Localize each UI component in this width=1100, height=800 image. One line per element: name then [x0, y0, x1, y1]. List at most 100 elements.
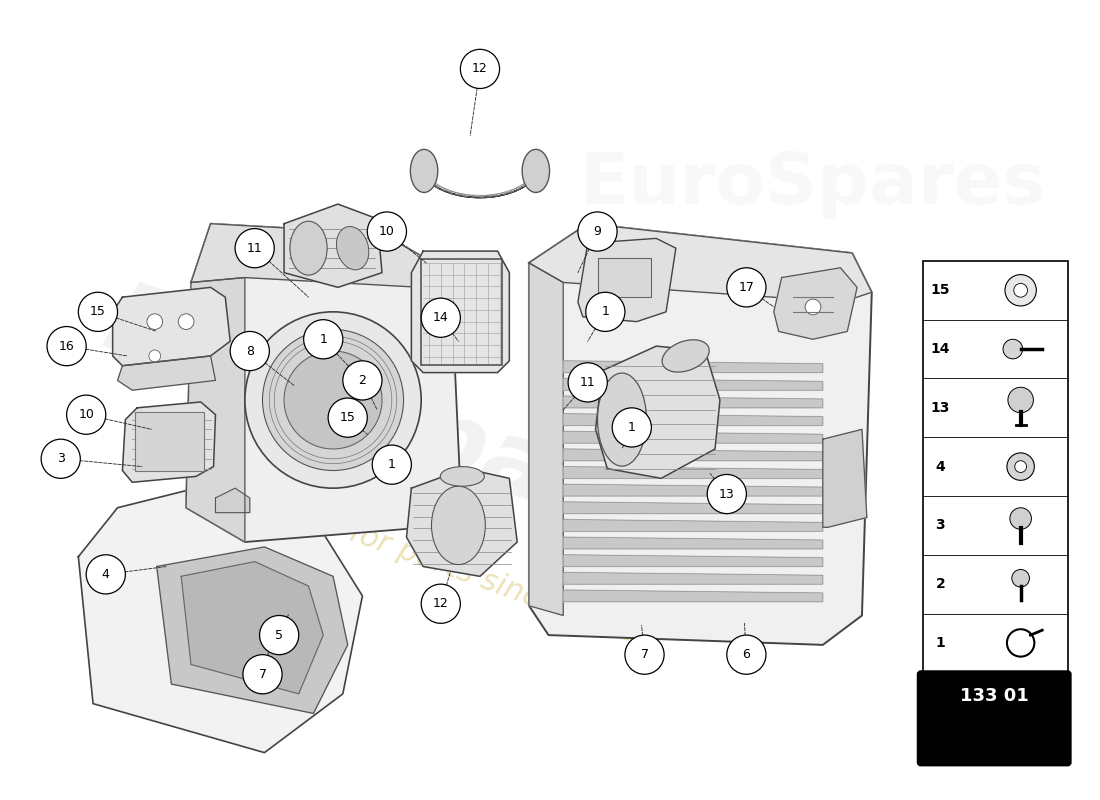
Circle shape	[230, 331, 270, 370]
Polygon shape	[563, 519, 823, 531]
Circle shape	[1008, 387, 1033, 413]
Polygon shape	[112, 287, 230, 366]
Text: 2: 2	[359, 374, 366, 387]
Circle shape	[1010, 508, 1032, 530]
Text: 9: 9	[594, 225, 602, 238]
Text: EuroSpares: EuroSpares	[580, 150, 1046, 219]
Text: 3: 3	[57, 452, 65, 466]
Text: 1: 1	[628, 421, 636, 434]
Polygon shape	[411, 251, 509, 373]
Text: 5: 5	[275, 629, 283, 642]
Polygon shape	[186, 278, 245, 542]
Circle shape	[727, 268, 766, 307]
Polygon shape	[216, 488, 250, 513]
Ellipse shape	[597, 373, 647, 466]
Text: 14: 14	[433, 311, 449, 324]
Polygon shape	[595, 346, 719, 478]
Circle shape	[178, 314, 194, 330]
Circle shape	[421, 298, 461, 338]
Text: 10: 10	[78, 408, 95, 421]
Text: 11: 11	[580, 376, 595, 389]
Polygon shape	[563, 414, 823, 426]
Text: 15: 15	[340, 411, 355, 424]
Ellipse shape	[290, 222, 327, 275]
Circle shape	[585, 292, 625, 331]
FancyBboxPatch shape	[917, 671, 1070, 766]
Circle shape	[260, 615, 299, 654]
Circle shape	[1015, 461, 1026, 473]
Text: 15: 15	[931, 283, 950, 298]
Polygon shape	[563, 378, 823, 390]
Text: 1: 1	[319, 333, 327, 346]
Text: 1: 1	[388, 458, 396, 471]
Circle shape	[263, 330, 404, 470]
Polygon shape	[563, 396, 823, 408]
Polygon shape	[186, 224, 461, 542]
Circle shape	[147, 314, 163, 330]
Circle shape	[707, 474, 747, 514]
Ellipse shape	[255, 386, 411, 444]
Circle shape	[805, 299, 821, 314]
Ellipse shape	[440, 466, 484, 486]
Text: EuroSpares: EuroSpares	[91, 274, 732, 586]
Polygon shape	[417, 158, 542, 198]
Text: 133 01: 133 01	[960, 687, 1028, 705]
Polygon shape	[78, 488, 362, 753]
Polygon shape	[182, 562, 323, 694]
Circle shape	[86, 554, 125, 594]
Ellipse shape	[522, 150, 550, 193]
Text: 1: 1	[935, 636, 945, 650]
Circle shape	[1006, 453, 1034, 480]
Circle shape	[47, 326, 86, 366]
Text: 17: 17	[738, 281, 755, 294]
Text: 8: 8	[245, 345, 254, 358]
Circle shape	[372, 445, 411, 484]
Polygon shape	[284, 204, 382, 287]
Circle shape	[1003, 339, 1023, 359]
Text: 7: 7	[640, 648, 649, 661]
Circle shape	[235, 229, 274, 268]
Polygon shape	[773, 268, 857, 339]
Polygon shape	[407, 469, 517, 576]
Text: 1: 1	[602, 306, 609, 318]
Ellipse shape	[431, 486, 485, 565]
Text: 2: 2	[935, 577, 945, 591]
Circle shape	[67, 395, 106, 434]
Text: 16: 16	[58, 340, 75, 353]
Circle shape	[245, 312, 421, 488]
Circle shape	[78, 292, 118, 331]
Circle shape	[148, 350, 161, 362]
Polygon shape	[118, 356, 216, 390]
Circle shape	[568, 362, 607, 402]
Circle shape	[578, 212, 617, 251]
Text: 7: 7	[258, 668, 266, 681]
Polygon shape	[563, 590, 823, 602]
Ellipse shape	[662, 340, 710, 372]
Circle shape	[343, 361, 382, 400]
Text: 6: 6	[742, 648, 750, 661]
Polygon shape	[156, 547, 348, 714]
Polygon shape	[529, 224, 872, 645]
Polygon shape	[529, 263, 563, 615]
Polygon shape	[563, 449, 823, 461]
Circle shape	[727, 635, 766, 674]
Bar	[421, 259, 502, 365]
Ellipse shape	[410, 150, 438, 193]
Circle shape	[613, 408, 651, 447]
Ellipse shape	[337, 226, 368, 270]
Text: 12: 12	[472, 62, 487, 75]
Polygon shape	[563, 572, 823, 584]
Bar	[923, 261, 1068, 672]
Polygon shape	[823, 430, 867, 527]
Polygon shape	[563, 502, 823, 514]
Circle shape	[1014, 283, 1027, 297]
Circle shape	[461, 50, 499, 89]
Polygon shape	[563, 537, 823, 549]
Polygon shape	[563, 554, 823, 566]
Polygon shape	[563, 431, 823, 443]
Circle shape	[1005, 274, 1036, 306]
Text: 11: 11	[246, 242, 263, 254]
Polygon shape	[563, 484, 823, 496]
Text: 10: 10	[379, 225, 395, 238]
Circle shape	[1012, 570, 1030, 587]
